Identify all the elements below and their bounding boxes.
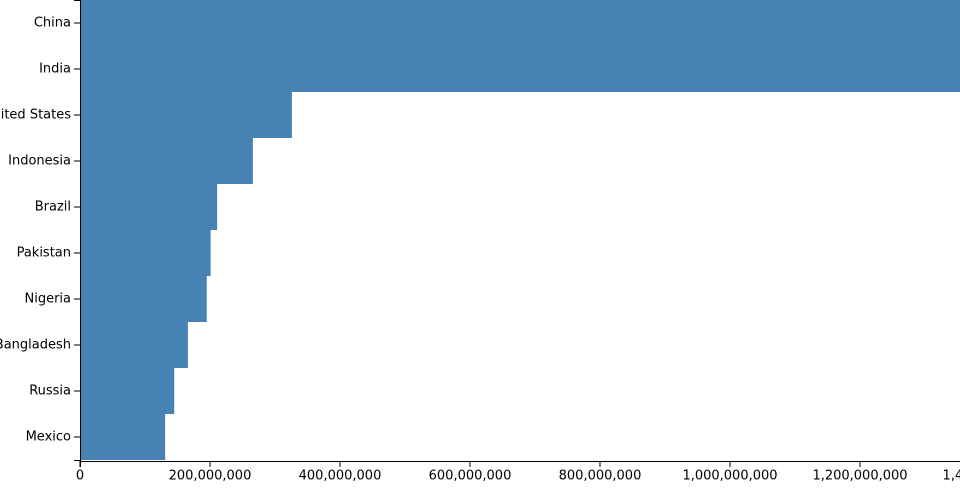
bar bbox=[80, 322, 188, 368]
y-tick-label: United States bbox=[0, 108, 71, 123]
x-tick-label: 1,000,000,000 bbox=[682, 469, 777, 484]
x-tick-label: 400,000,000 bbox=[299, 469, 382, 484]
bar bbox=[80, 46, 960, 92]
x-tick-label: 200,000,000 bbox=[169, 469, 252, 484]
bar bbox=[80, 138, 253, 184]
y-tick-label: Indonesia bbox=[8, 154, 71, 169]
x-tick-label: 800,000,000 bbox=[559, 469, 642, 484]
bar bbox=[80, 230, 211, 276]
bar bbox=[80, 184, 218, 230]
bar bbox=[80, 368, 175, 414]
y-tick-label: Mexico bbox=[26, 430, 71, 445]
y-tick-label: Brazil bbox=[35, 200, 71, 215]
y-tick-label: Bangladesh bbox=[0, 338, 71, 353]
x-tick-label: 0 bbox=[76, 469, 84, 484]
y-axis-line bbox=[74, 0, 81, 461]
y-tick-label: Russia bbox=[29, 384, 71, 399]
x-tick-label: 600,000,000 bbox=[429, 469, 512, 484]
x-tick-label: 1,400,000,000 bbox=[942, 469, 960, 484]
y-tick-label: China bbox=[34, 16, 71, 31]
x-tick-label: 1,200,000,000 bbox=[812, 469, 907, 484]
x-axis-line bbox=[80, 461, 960, 467]
bar bbox=[80, 92, 292, 138]
bar bbox=[80, 0, 960, 46]
bar bbox=[80, 414, 166, 460]
bar bbox=[80, 276, 207, 322]
y-tick-label: Pakistan bbox=[17, 246, 71, 261]
y-tick-label: Nigeria bbox=[24, 292, 71, 307]
y-tick-label: India bbox=[39, 62, 71, 77]
